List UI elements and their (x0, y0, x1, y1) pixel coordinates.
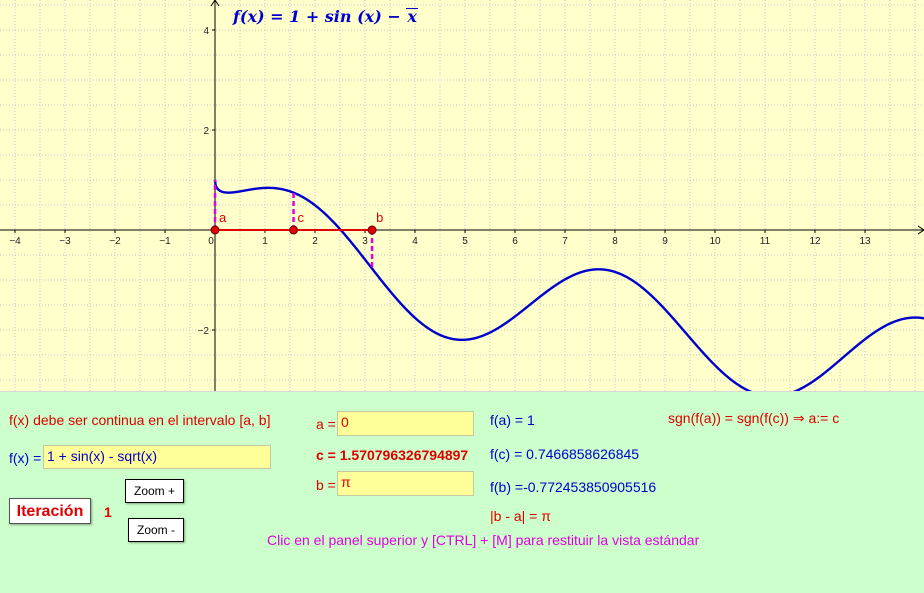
x-tick-label: 0 (208, 236, 214, 247)
x-tick-label: 7 (562, 236, 568, 247)
y-tick-label: −2 (198, 326, 210, 337)
fc-value: f(c) = 0.7466858626845 (490, 446, 640, 462)
fx-input[interactable]: 1 + sin(x) - sqrt(x) (43, 445, 271, 469)
zoom-out-button[interactable]: Zoom - (128, 518, 184, 542)
x-tick-label: 11 (760, 236, 771, 247)
fa-value: f(a) = 1 (490, 412, 535, 428)
sqrt-radicand: x (406, 7, 418, 26)
a-input[interactable]: 0 (337, 411, 474, 436)
y-axis-arrow (210, 0, 220, 7)
a-label: a = (316, 416, 336, 432)
sign-rule: sgn(f(a)) = sgn(f(c)) ⇒ a:= c (668, 410, 840, 426)
x-tick-label: 13 (859, 236, 871, 247)
graphics-view[interactable]: −4 −3 −2 −1 0 1 2 3 4 5 6 7 8 9 10 11 12 13 4 2 −2 a c b f(x) =… (0, 0, 924, 391)
point-a-label: a (219, 210, 227, 225)
x-tick-label: 6 (512, 236, 518, 247)
x-tick-label: 2 (312, 236, 318, 247)
x-tick-label: 1 (262, 236, 268, 247)
point-c (289, 225, 299, 235)
point-b-label: b (376, 210, 383, 225)
x-tick-label: 8 (612, 236, 618, 247)
x-tick-label: 9 (662, 236, 668, 247)
point-b (367, 225, 377, 235)
b-input[interactable]: π (337, 471, 474, 496)
x-tick-label: −2 (109, 236, 121, 247)
b-label: b = (316, 477, 336, 493)
function-curve (213, 179, 924, 391)
x-axis-arrow (917, 225, 924, 235)
x-tick-label: 5 (462, 236, 468, 247)
fb-value: f(b) =-0.772453850905516 (490, 479, 657, 495)
point-c-label: c (298, 210, 305, 225)
reset-view-hint: Clic en el panel superior y [CTRL] + [M]… (267, 532, 700, 548)
x-tick-label: −1 (159, 236, 171, 247)
iteration-count: 1 (104, 504, 112, 520)
point-a (210, 225, 220, 235)
zoom-in-button[interactable]: Zoom + (125, 479, 184, 503)
x-tick-label: 12 (809, 236, 821, 247)
iteration-button[interactable]: Iteración (9, 498, 91, 524)
y-tick-label: 4 (203, 26, 209, 37)
y-tick-label: 2 (203, 126, 209, 137)
x-tick-label: −3 (59, 236, 71, 247)
x-tick-label: 3 (362, 236, 368, 247)
c-value: c = 1.570796326794897 (316, 447, 469, 463)
x-tick-label: −4 (9, 236, 21, 247)
function-formula: f(x) = 1 + sin (x) − x (233, 7, 418, 26)
interval-length: |b - a| = π (490, 508, 551, 524)
x-tick-label: 4 (412, 236, 418, 247)
continuity-note: f(x) debe ser continua en el intervalo [… (9, 412, 271, 428)
x-tick-label: 10 (709, 236, 721, 247)
fx-label: f(x) = (9, 450, 42, 466)
